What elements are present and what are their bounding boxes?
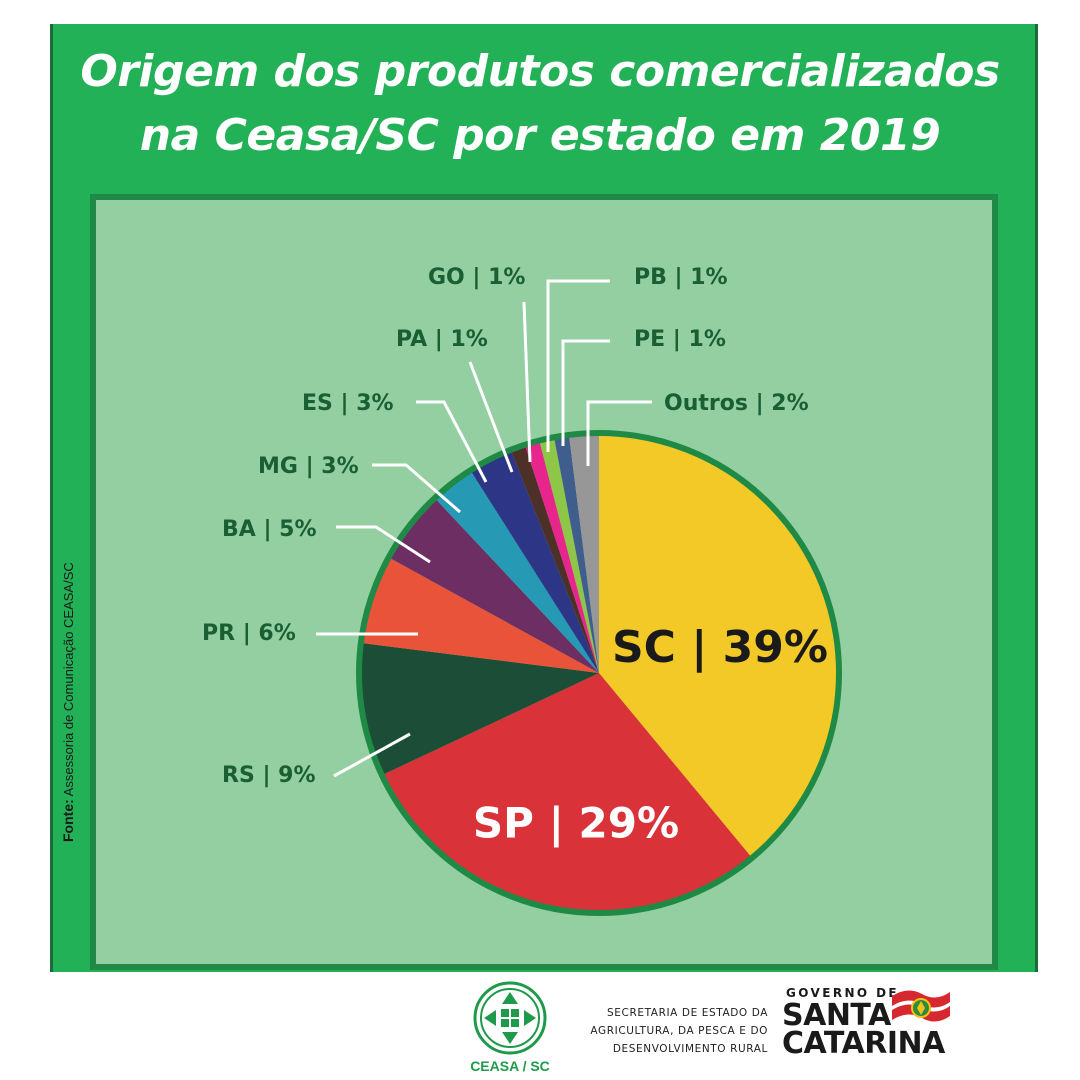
secretaria-line-3: DESENVOLVIMENTO RURAL [612, 1043, 768, 1055]
source-note: Fonte: Assessoria de Comunicação CEASA/S… [60, 562, 76, 842]
pie-slice-pb [539, 437, 599, 673]
slice-label-rs: RS | 9% [222, 763, 316, 788]
pie-slice-sc [599, 433, 839, 858]
slice-label-mg: MG | 3% [258, 454, 359, 479]
slice-label-sp: SP | 29% [473, 799, 679, 848]
secretaria-line-1: SECRETARIA DE ESTADO DA [607, 1007, 768, 1019]
leader-line-es [416, 400, 488, 483]
pie-slice-ba [388, 498, 599, 673]
ceasa-logo-icon [473, 981, 547, 1055]
pie-slice-mg [434, 470, 599, 673]
pie-slice-pa [510, 444, 599, 673]
leader-line-go [522, 301, 532, 463]
ceasa-name: CEASA / SC [470, 1058, 550, 1074]
source-text: Assessoria de Comunicação CEASA/SC [61, 562, 76, 797]
slice-label-pa: PA | 1% [396, 327, 488, 352]
pie-slice-es [470, 449, 599, 673]
pie-slice-rs [359, 642, 599, 776]
pie-slice-pe [554, 434, 599, 673]
leader-line-pe [561, 339, 610, 446]
santa-text: SANTA [782, 998, 891, 1033]
catarina-text: CATARINA [782, 1026, 945, 1061]
slice-label-pb: PB | 1% [634, 265, 728, 290]
santa-catarina-flag-icon [892, 990, 950, 1022]
title-line-2: na Ceasa/SC por estado em 2019 [139, 110, 941, 161]
pie-slice-go [524, 440, 599, 673]
slice-label-outros: Outros | 2% [664, 391, 809, 416]
leader-line-ba [336, 525, 431, 564]
pie-slice-outros [568, 433, 599, 673]
governo-de-text: GOVERNO DE [786, 986, 900, 1000]
pie-slice-sp [381, 673, 752, 913]
slice-label-pr: PR | 6% [202, 621, 296, 646]
slice-label-ba: BA | 5% [222, 517, 317, 542]
pie-slices [359, 433, 839, 913]
leader-line-mg [372, 463, 461, 514]
slice-label-go: GO | 1% [428, 265, 525, 290]
chart-title: Origem dos produtos comercializados na C… [0, 40, 1080, 168]
leader-line-pb [546, 279, 610, 452]
slice-label-pe: PE | 1% [634, 327, 726, 352]
leader-line-rs [333, 732, 411, 778]
leader-line-outros [586, 400, 652, 466]
pie-outline [356, 430, 842, 916]
title-line-1: Origem dos produtos comercializados [80, 46, 1000, 97]
secretaria-line-2: AGRICULTURA, DA PESCA E DO [590, 1025, 768, 1037]
source-label: Fonte: [60, 799, 76, 842]
secretaria-text: SECRETARIA DE ESTADO DA AGRICULTURA, DA … [568, 1004, 768, 1058]
leader-line-pa [468, 361, 514, 473]
slice-label-es: ES | 3% [302, 391, 394, 416]
pie-slice-pr [360, 557, 599, 673]
slice-label-sc: SC | 39% [612, 622, 828, 673]
